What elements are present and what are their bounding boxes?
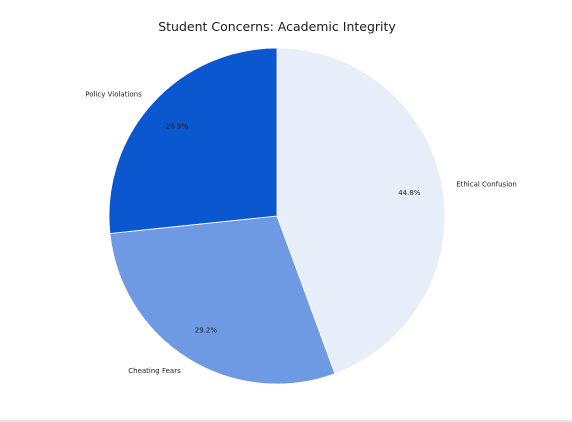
pct-label-policy-violations: 26.9%: [166, 123, 189, 131]
slice-label-ethical-confusion: Ethical Confusion: [456, 181, 517, 189]
slice-label-policy-violations: Policy Violations: [85, 91, 142, 99]
pie-labels: 44.8% Ethical Confusion 29.2% Cheating Fear…: [85, 91, 517, 375]
pie-slice-cheating-fears: [109, 215, 336, 385]
pct-label-cheating-fears: 29.2%: [195, 327, 218, 335]
chart-title: Student Concerns: Academic Integrity: [158, 19, 396, 34]
pct-label-ethical-confusion: 44.8%: [398, 189, 421, 197]
pie-slices: [108, 47, 446, 385]
pie-slice-ethical-confusion: [276, 47, 446, 375]
pie-slice-policy-violations: [108, 47, 278, 234]
slice-label-cheating-fears: Cheating Fears: [128, 367, 181, 375]
